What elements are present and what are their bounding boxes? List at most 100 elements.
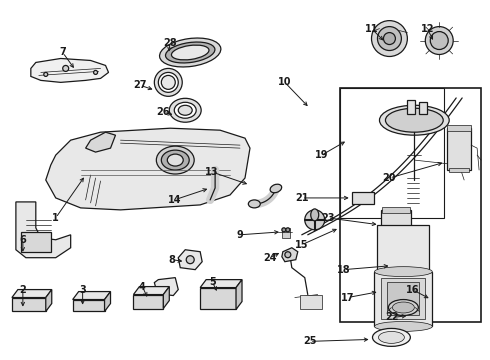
Bar: [383, 253, 410, 257]
Polygon shape: [282, 248, 298, 262]
Text: 1: 1: [52, 213, 59, 223]
Ellipse shape: [172, 45, 209, 60]
Polygon shape: [200, 280, 242, 288]
Bar: [300, 294, 322, 309]
Bar: [340, 88, 481, 323]
Polygon shape: [133, 294, 163, 309]
Bar: [377, 225, 429, 300]
Ellipse shape: [154, 68, 182, 96]
Bar: [382, 278, 425, 319]
Ellipse shape: [392, 302, 415, 313]
Text: 21: 21: [295, 193, 309, 203]
Circle shape: [282, 228, 286, 232]
Circle shape: [285, 252, 291, 258]
Polygon shape: [73, 292, 111, 300]
Circle shape: [44, 72, 48, 76]
Bar: [374, 272, 432, 327]
Text: 9: 9: [237, 230, 244, 240]
Ellipse shape: [161, 75, 175, 89]
Text: 14: 14: [168, 195, 181, 205]
Text: 16: 16: [406, 284, 419, 294]
Ellipse shape: [248, 200, 260, 208]
Ellipse shape: [166, 42, 215, 63]
Text: 28: 28: [164, 37, 177, 48]
Polygon shape: [163, 287, 169, 309]
Circle shape: [430, 32, 448, 50]
Text: 11: 11: [365, 24, 378, 33]
Polygon shape: [178, 250, 202, 270]
Ellipse shape: [178, 105, 192, 115]
Text: 2: 2: [20, 284, 26, 294]
Circle shape: [286, 228, 290, 232]
Text: 20: 20: [383, 173, 396, 183]
Circle shape: [377, 27, 401, 50]
Polygon shape: [154, 278, 178, 296]
Polygon shape: [73, 300, 104, 311]
Bar: [282, 228, 290, 238]
Polygon shape: [12, 289, 52, 298]
Text: 18: 18: [337, 265, 350, 275]
Text: 10: 10: [278, 77, 292, 87]
Text: 13: 13: [205, 167, 219, 177]
Bar: [382, 210, 412, 255]
Ellipse shape: [158, 72, 178, 92]
Bar: [340, 88, 444, 218]
Bar: [384, 273, 401, 278]
Text: 26: 26: [157, 107, 170, 117]
Polygon shape: [46, 128, 250, 210]
Text: 15: 15: [295, 240, 309, 250]
Text: 7: 7: [59, 48, 66, 58]
Circle shape: [94, 71, 98, 75]
Text: 22: 22: [386, 312, 399, 323]
Text: 6: 6: [20, 235, 26, 245]
Circle shape: [384, 32, 395, 45]
Circle shape: [63, 66, 69, 71]
Circle shape: [305, 210, 325, 230]
Text: 5: 5: [209, 276, 216, 287]
Text: 8: 8: [169, 255, 176, 265]
Ellipse shape: [379, 105, 449, 135]
Polygon shape: [104, 292, 111, 311]
Polygon shape: [31, 58, 108, 82]
Polygon shape: [46, 289, 52, 311]
Ellipse shape: [161, 150, 189, 170]
Text: 17: 17: [341, 293, 354, 302]
Ellipse shape: [169, 98, 201, 122]
Bar: [383, 207, 410, 213]
Ellipse shape: [167, 154, 183, 166]
Polygon shape: [16, 202, 71, 258]
Ellipse shape: [174, 102, 196, 118]
Polygon shape: [133, 287, 169, 294]
Text: 25: 25: [303, 336, 317, 346]
Text: 12: 12: [420, 24, 434, 33]
Bar: [382, 276, 403, 307]
Bar: [392, 263, 406, 270]
Circle shape: [371, 21, 407, 57]
Ellipse shape: [156, 146, 194, 174]
Polygon shape: [12, 298, 46, 311]
Polygon shape: [200, 288, 236, 310]
Circle shape: [186, 256, 194, 264]
Ellipse shape: [311, 209, 319, 221]
Polygon shape: [236, 280, 242, 310]
Text: 24: 24: [263, 253, 277, 263]
Ellipse shape: [389, 300, 418, 315]
Bar: [384, 306, 401, 310]
Text: 27: 27: [134, 80, 147, 90]
Circle shape: [425, 27, 453, 54]
Bar: [447, 125, 471, 131]
Text: 23: 23: [321, 213, 335, 223]
Bar: [407, 100, 416, 114]
Ellipse shape: [374, 321, 432, 332]
Ellipse shape: [160, 38, 221, 67]
Ellipse shape: [372, 328, 410, 346]
Bar: [447, 128, 471, 170]
Bar: [388, 282, 419, 315]
Ellipse shape: [386, 108, 443, 132]
Polygon shape: [86, 132, 116, 152]
Text: 4: 4: [139, 282, 146, 292]
Ellipse shape: [378, 332, 404, 343]
Bar: [449, 168, 469, 172]
Text: 19: 19: [315, 150, 328, 160]
Text: 3: 3: [79, 284, 86, 294]
